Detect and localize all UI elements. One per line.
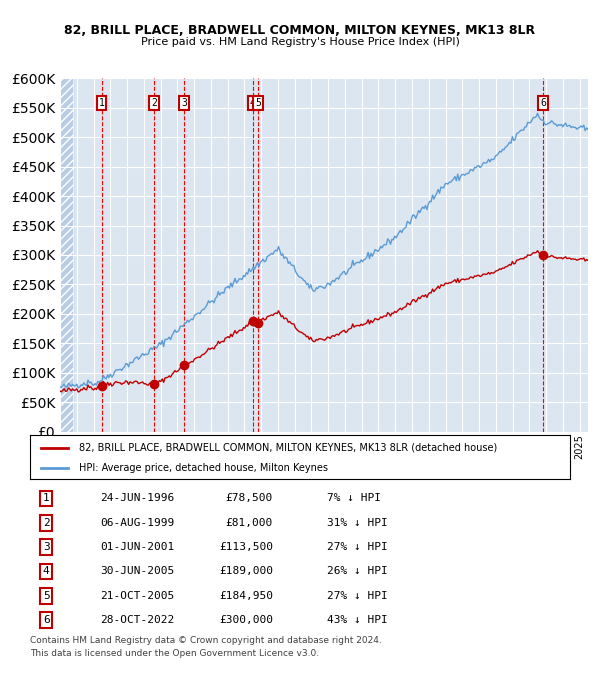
Text: 2: 2 (151, 98, 157, 108)
Text: 21-OCT-2005: 21-OCT-2005 (100, 591, 175, 601)
Text: HPI: Average price, detached house, Milton Keynes: HPI: Average price, detached house, Milt… (79, 463, 328, 473)
Text: 27% ↓ HPI: 27% ↓ HPI (327, 591, 388, 601)
Text: 24-JUN-1996: 24-JUN-1996 (100, 494, 175, 503)
Text: Price paid vs. HM Land Registry's House Price Index (HPI): Price paid vs. HM Land Registry's House … (140, 37, 460, 48)
Bar (60, 78, 73, 432)
Text: 43% ↓ HPI: 43% ↓ HPI (327, 615, 388, 625)
Text: 4: 4 (250, 98, 256, 108)
Text: 26% ↓ HPI: 26% ↓ HPI (327, 566, 388, 577)
Text: 6: 6 (43, 615, 50, 625)
Text: 82, BRILL PLACE, BRADWELL COMMON, MILTON KEYNES, MK13 8LR: 82, BRILL PLACE, BRADWELL COMMON, MILTON… (64, 24, 536, 37)
Text: 4: 4 (43, 566, 50, 577)
Text: 30-JUN-2005: 30-JUN-2005 (100, 566, 175, 577)
Text: £300,000: £300,000 (219, 615, 273, 625)
Text: 82, BRILL PLACE, BRADWELL COMMON, MILTON KEYNES, MK13 8LR (detached house): 82, BRILL PLACE, BRADWELL COMMON, MILTON… (79, 443, 497, 453)
Bar (60, 78, 73, 432)
Text: 5: 5 (43, 591, 50, 601)
Text: 6: 6 (540, 98, 546, 108)
Text: £184,950: £184,950 (219, 591, 273, 601)
Text: 3: 3 (181, 98, 187, 108)
Text: Contains HM Land Registry data © Crown copyright and database right 2024.: Contains HM Land Registry data © Crown c… (30, 636, 382, 645)
Text: 27% ↓ HPI: 27% ↓ HPI (327, 542, 388, 552)
Text: 1: 1 (98, 98, 104, 108)
Text: £81,000: £81,000 (226, 517, 273, 528)
Text: 31% ↓ HPI: 31% ↓ HPI (327, 517, 388, 528)
Text: £78,500: £78,500 (226, 494, 273, 503)
Text: 1: 1 (43, 494, 50, 503)
Text: This data is licensed under the Open Government Licence v3.0.: This data is licensed under the Open Gov… (30, 649, 319, 658)
Text: 5: 5 (255, 98, 261, 108)
Text: 06-AUG-1999: 06-AUG-1999 (100, 517, 175, 528)
Text: 01-JUN-2001: 01-JUN-2001 (100, 542, 175, 552)
Text: 2: 2 (43, 517, 50, 528)
Text: 7% ↓ HPI: 7% ↓ HPI (327, 494, 381, 503)
Text: £189,000: £189,000 (219, 566, 273, 577)
Text: £113,500: £113,500 (219, 542, 273, 552)
Text: 3: 3 (43, 542, 50, 552)
Text: 28-OCT-2022: 28-OCT-2022 (100, 615, 175, 625)
